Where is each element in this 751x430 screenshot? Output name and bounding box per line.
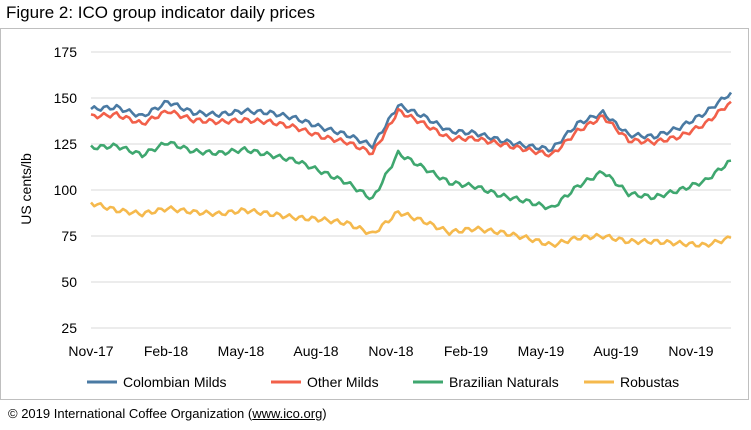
legend-label: Robustas bbox=[620, 374, 679, 390]
series-lines bbox=[90, 91, 733, 248]
x-tick-label: Feb-18 bbox=[144, 343, 189, 359]
chart-title: Figure 2: ICO group indicator daily pric… bbox=[6, 3, 315, 22]
ico-website-link[interactable]: www.ico.org bbox=[252, 406, 323, 421]
legend-label: Brazilian Naturals bbox=[449, 374, 559, 390]
y-tick-label: 175 bbox=[54, 44, 78, 60]
x-tick-label: Nov-17 bbox=[68, 343, 113, 359]
chart-frame: 25 50 75 100 125 150 175 Nov-17 Feb-18 May-18 Aug… bbox=[0, 28, 749, 400]
series-line bbox=[90, 100, 732, 158]
x-tick-label: Aug-19 bbox=[593, 343, 638, 359]
copyright-close: ) bbox=[322, 406, 327, 421]
x-tick-label: May-18 bbox=[218, 343, 265, 359]
y-tick-label: 125 bbox=[54, 136, 78, 152]
y-tick-label: 25 bbox=[61, 320, 77, 336]
legend-label: Other Milds bbox=[307, 374, 379, 390]
legend-label: Colombian Milds bbox=[123, 374, 226, 390]
x-axis: Nov-17 Feb-18 May-18 Aug-18 Nov-18 Feb-19 May-… bbox=[68, 343, 713, 359]
gridlines bbox=[91, 51, 731, 329]
y-axis-label: US cents/lb bbox=[18, 153, 34, 225]
legend: Colombian Milds Other Milds Brazilian Natu… bbox=[87, 374, 679, 390]
series-line bbox=[90, 201, 732, 248]
x-tick-label: May-19 bbox=[518, 343, 565, 359]
line-chart: 25 50 75 100 125 150 175 Nov-17 Feb-18 May-18 Aug… bbox=[18, 44, 733, 390]
y-tick-label: 100 bbox=[54, 182, 78, 198]
x-tick-label: Nov-18 bbox=[368, 343, 413, 359]
x-tick-label: Feb-19 bbox=[444, 343, 489, 359]
y-tick-label: 150 bbox=[54, 90, 78, 106]
y-tick-label: 50 bbox=[61, 274, 77, 290]
y-axis: 25 50 75 100 125 150 175 bbox=[54, 44, 78, 336]
series-line bbox=[90, 140, 732, 211]
y-tick-label: 75 bbox=[61, 228, 77, 244]
series-line bbox=[90, 91, 733, 153]
copyright-footer: © 2019 International Coffee Organization… bbox=[8, 406, 327, 421]
x-tick-label: Aug-18 bbox=[293, 343, 338, 359]
x-tick-label: Nov-19 bbox=[668, 343, 713, 359]
copyright-text: © 2019 International Coffee Organization… bbox=[8, 406, 253, 421]
